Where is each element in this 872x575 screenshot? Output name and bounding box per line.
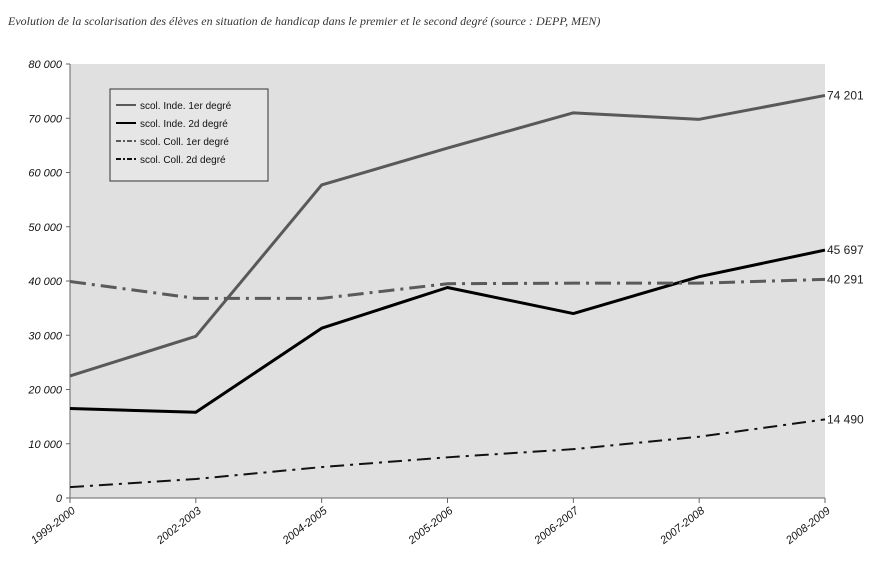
x-tick-label: 2004-2005	[280, 504, 330, 547]
legend-box	[109, 88, 269, 182]
legend-entry: scol. Coll. 1er degré	[140, 137, 229, 148]
y-tick-label: 70 000	[28, 113, 63, 125]
x-tick-label: 2002-2003	[154, 504, 204, 547]
y-axis: 0 10 000 20 000 30 000 40 000 50 000 60 000 70 …	[27, 59, 71, 505]
x-tick-label: 2008-2009	[783, 505, 833, 547]
series-line-4	[69, 418, 826, 489]
y-tick-label: 30 000	[28, 330, 63, 342]
y-tick-label: 50 000	[28, 222, 63, 234]
y-tick-label: 20 000	[27, 385, 63, 397]
legend-entry: scol. Inde. 1er degré	[140, 101, 232, 112]
end-value-label: 14 490	[827, 412, 864, 426]
x-tick-label: 2007-2008	[657, 504, 707, 547]
series-line-1	[69, 93, 826, 378]
legend-entry: scol. Inde. 2d degré	[140, 119, 228, 130]
x-axis: 1999-2000 2002-2003 2004-2005 2005-2006 2006…	[29, 497, 833, 547]
x-tick-label: 2006-2007	[532, 504, 582, 547]
end-value-label: 40 291	[827, 272, 864, 286]
series-line-3	[69, 277, 826, 300]
series-group	[69, 93, 826, 489]
end-labels: 74 201 45 697 40 291 14 490	[827, 88, 864, 426]
end-value-label: 74 201	[827, 88, 864, 102]
end-value-label: 45 697	[827, 243, 864, 257]
y-tick-label: 80 000	[28, 59, 63, 71]
chart-title: Evolution de la scolarisation des élèves…	[8, 14, 601, 28]
x-tick-label: 2005-2006	[406, 504, 456, 547]
y-tick-label: 60 000	[28, 168, 63, 180]
series-line-2	[69, 248, 826, 414]
legend-entry: scol. Coll. 2d degré	[140, 155, 226, 166]
x-tick-label: 1999-2000	[29, 504, 79, 546]
y-tick-label: 10 000	[28, 439, 63, 451]
y-tick-label: 40 000	[28, 276, 63, 288]
y-tick-label: 0	[56, 493, 63, 505]
legend: scol. Inde. 1er degré scol. Inde. 2d degr…	[109, 88, 269, 182]
